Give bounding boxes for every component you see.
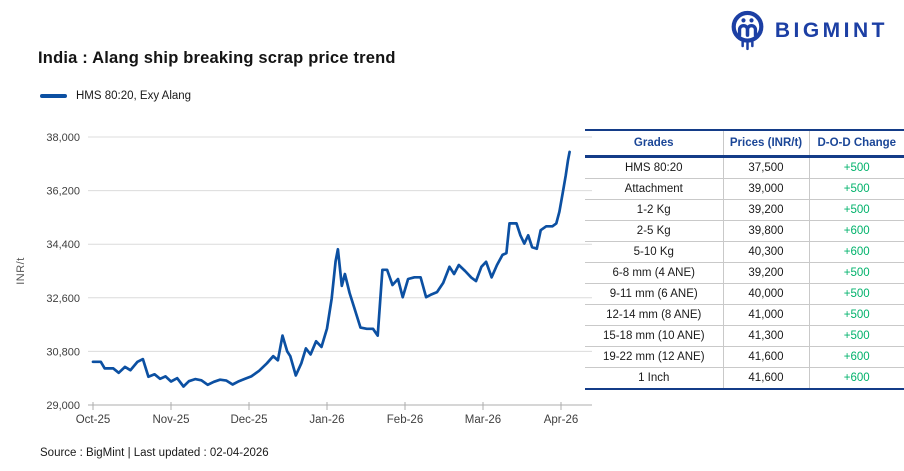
price-cell: 39,800 <box>723 220 810 242</box>
y-axis-tick-label: 30,800 <box>46 346 80 358</box>
x-axis-tick-label: Jan-26 <box>309 414 344 426</box>
trend-line-hms-8020 <box>91 150 571 388</box>
change-cell: +500 <box>809 325 904 347</box>
x-axis-tick-label: Dec-25 <box>230 414 267 426</box>
grade-cell: 1 Inch <box>585 367 724 390</box>
table-header-prices: Prices (INR/t) <box>723 129 810 158</box>
price-cell: 40,300 <box>723 241 810 263</box>
change-cell: +500 <box>809 156 904 179</box>
price-cell: 41,000 <box>723 304 810 326</box>
grades-price-table: Grades Prices (INR/t) D-O-D Change HMS 80:… <box>585 129 904 390</box>
bigmint-owl-icon <box>729 10 766 51</box>
price-cell: 39,200 <box>723 262 810 284</box>
table-row: 9-11 mm (6 ANE) 40,000 +500 <box>585 283 904 305</box>
source-note: Source : BigMint | Last updated : 02-04-… <box>40 447 269 459</box>
y-axis-tick-label: 29,000 <box>46 400 80 412</box>
table-row: HMS 80:20 37,500 +500 <box>585 156 904 179</box>
change-cell: +600 <box>809 367 904 390</box>
x-axis-tick-label: Feb-26 <box>387 414 423 426</box>
x-axis-tick-label: Mar-26 <box>465 414 501 426</box>
price-cell: 40,000 <box>723 283 810 305</box>
price-cell: 37,500 <box>723 156 810 179</box>
x-axis-tick-label: Oct-25 <box>76 414 111 426</box>
y-axis-tick-label: 36,200 <box>46 186 80 198</box>
y-axis-tick-label: 32,600 <box>46 293 80 305</box>
x-axis-tick-label: Nov-25 <box>152 414 189 426</box>
grade-cell: Attachment <box>585 178 724 200</box>
brand-name: BIGMINT <box>774 18 888 42</box>
table-row: 15-18 mm (10 ANE) 41,300 +500 <box>585 325 904 347</box>
grade-cell: 9-11 mm (6 ANE) <box>585 283 724 305</box>
grade-cell: 1-2 Kg <box>585 199 724 221</box>
change-cell: +500 <box>809 178 904 200</box>
grade-cell: 2-5 Kg <box>585 220 724 242</box>
table-row: Attachment 39,000 +500 <box>585 178 904 200</box>
price-cell: 39,200 <box>723 199 810 221</box>
table-header-grades: Grades <box>585 129 724 158</box>
table-row: 1-2 Kg 39,200 +500 <box>585 199 904 221</box>
grade-cell: 19-22 mm (12 ANE) <box>585 346 724 368</box>
price-cell: 39,000 <box>723 178 810 200</box>
table-row: 6-8 mm (4 ANE) 39,200 +500 <box>585 262 904 284</box>
change-cell: +600 <box>809 220 904 242</box>
table-row: 2-5 Kg 39,800 +600 <box>585 220 904 242</box>
grade-cell: HMS 80:20 <box>585 156 724 179</box>
y-axis-tick-label: 38,000 <box>46 132 80 144</box>
price-cell: 41,300 <box>723 325 810 347</box>
grade-cell: 15-18 mm (10 ANE) <box>585 325 724 347</box>
table-row: 1 Inch 41,600 +600 <box>585 367 904 390</box>
legend-label: HMS 80:20, Exy Alang <box>76 90 192 102</box>
change-cell: +500 <box>809 262 904 284</box>
table-row: 19-22 mm (12 ANE) 41,600 +600 <box>585 346 904 368</box>
change-cell: +500 <box>809 199 904 221</box>
x-axis-tick-label: Apr-26 <box>544 414 579 426</box>
legend: HMS 80:20, Exy Alang <box>40 90 191 102</box>
grade-cell: 5-10 Kg <box>585 241 724 263</box>
legend-line-swatch <box>40 94 67 98</box>
y-axis-title: INR/t <box>15 257 27 285</box>
change-cell: +500 <box>809 304 904 326</box>
price-cell: 41,600 <box>723 346 810 368</box>
price-cell: 41,600 <box>723 367 810 390</box>
grade-cell: 12-14 mm (8 ANE) <box>585 304 724 326</box>
brand-logo: BIGMINT <box>729 10 888 51</box>
change-cell: +600 <box>809 346 904 368</box>
change-cell: +600 <box>809 241 904 263</box>
table-row: 12-14 mm (8 ANE) 41,000 +500 <box>585 304 904 326</box>
y-axis-tick-label: 34,400 <box>46 239 80 251</box>
table-row: 5-10 Kg 40,300 +600 <box>585 241 904 263</box>
table-header-change: D-O-D Change <box>809 129 904 158</box>
page-title: India : Alang ship breaking scrap price … <box>38 49 396 67</box>
change-cell: +500 <box>809 283 904 305</box>
grade-cell: 6-8 mm (4 ANE) <box>585 262 724 284</box>
